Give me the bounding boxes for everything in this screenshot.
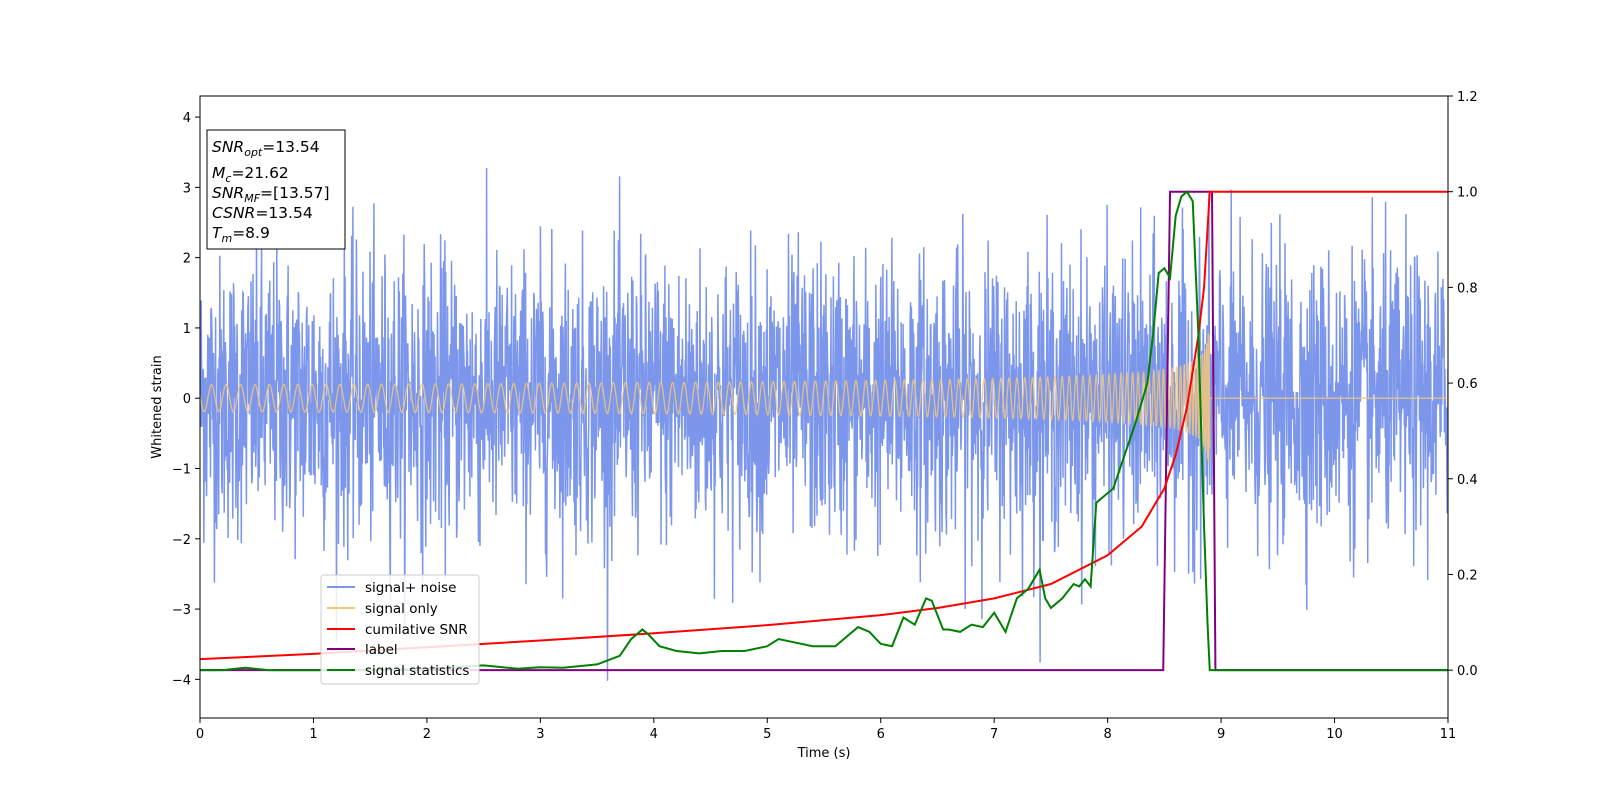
info-snr-opt: SNRopt=13.54: [212, 138, 320, 159]
x-tick-label: 5: [763, 727, 771, 742]
y-left-tick-label: 1: [183, 322, 191, 337]
info-snr-opt-value: =13.54: [262, 138, 319, 156]
x-tick-label: 11: [1440, 727, 1457, 742]
info-box-frame: [206, 129, 346, 250]
x-tick-label: 2: [423, 727, 431, 742]
info-tm-value: =8.9: [232, 224, 270, 242]
legend-label-signal-only: signal only: [365, 601, 438, 617]
x-tick-label: 9: [1217, 727, 1225, 742]
x-tick-label: 4: [650, 727, 658, 742]
y-right-tick-label: 1.0: [1457, 186, 1478, 201]
info-csnr-value: =13.54: [255, 204, 312, 222]
y-left-tick-label: −1: [172, 462, 191, 477]
y-left-tick-label: 4: [183, 111, 191, 126]
legend-label-cumulative-snr: cumilative SNR: [365, 622, 468, 638]
x-tick-label: 1: [309, 727, 317, 742]
y-right-tick-label: 0.6: [1457, 377, 1478, 392]
info-mc: Mc=21.62: [212, 164, 289, 185]
plot-frame: [199, 95, 1449, 719]
y-right-tick-label: 0.8: [1457, 281, 1478, 296]
y-left-tick-label: −3: [172, 603, 191, 618]
series-layer: [200, 167, 1448, 681]
legend-label-label: label: [365, 642, 398, 658]
y-axis-label: Whitened strain: [150, 355, 165, 458]
info-tm: Tm=8.9: [212, 224, 270, 245]
x-tick-label: 6: [877, 727, 885, 742]
x-tick-label: 8: [1103, 727, 1111, 742]
x-tick-label: 10: [1326, 727, 1343, 742]
info-snr-mf: SNRMF=[13.57]: [212, 184, 330, 205]
y-left-tick-label: −2: [172, 533, 191, 548]
legend-frame: [320, 574, 480, 685]
x-tick-label: 3: [536, 727, 544, 742]
y-right-tick-label: 0.4: [1457, 473, 1478, 488]
series-line-signal-noise: [200, 167, 1448, 681]
info-mc-value: =21.62: [231, 164, 288, 182]
info-csnr: CSNR=13.54: [212, 204, 313, 222]
x-axis-label: Time (s): [797, 746, 851, 761]
legend: signal+ noise signal only cumilative SNR…: [320, 574, 480, 685]
x-tick-label: 0: [196, 727, 204, 742]
x-tick-label: 7: [990, 727, 998, 742]
info-box: SNRopt=13.54 Mc=21.62 SNRMF=[13.57] CSNR…: [206, 129, 346, 250]
y-right-tick-label: 1.2: [1457, 90, 1478, 105]
series-line-signal-only: [200, 332, 1448, 465]
x-axis: 0 1 2 3 4 5 6 7 8 9 10 11: [196, 718, 1456, 742]
y-left-tick-label: 0: [183, 392, 191, 407]
legend-label-signal-noise: signal+ noise: [365, 580, 456, 596]
y-left-tick-label: 2: [183, 252, 191, 267]
series-line-signal-statistics: [200, 190, 1448, 672]
y-right-tick-label: 0.2: [1457, 568, 1478, 583]
legend-label-signal-statistics: signal statistics: [365, 663, 469, 679]
y-left-tick-label: 3: [183, 181, 191, 196]
info-snr-mf-value: =[13.57]: [260, 184, 329, 202]
right-y-axis: 0.0 0.2 0.4 0.6 0.8 1.0 1.2: [1448, 90, 1478, 679]
y-left-tick-label: −4: [172, 673, 191, 688]
left-y-axis: −4 −3 −2 −1 0 1 2 3 4: [172, 111, 200, 688]
y-right-tick-label: 0.0: [1457, 664, 1478, 679]
